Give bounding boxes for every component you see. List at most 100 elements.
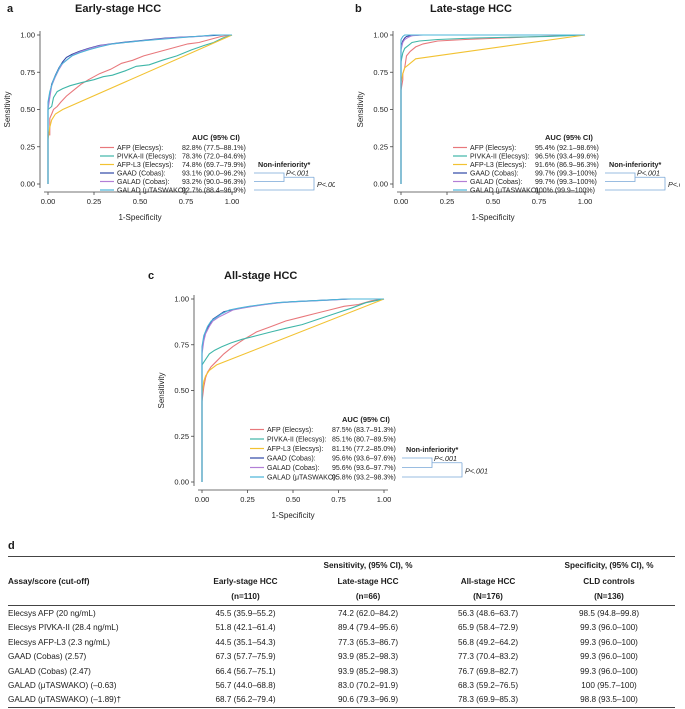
table-header-n-row: (n=110) (n=66) (N=176) (N=136) bbox=[8, 588, 675, 607]
x-tick-label: 0.00 bbox=[195, 495, 210, 504]
cell-cld: 100 (95.7–100) bbox=[581, 681, 637, 691]
roc-curve bbox=[400, 34, 586, 184]
legend-label: GALAD (Cobas): bbox=[117, 179, 170, 186]
header-spacer bbox=[8, 556, 188, 574]
bracket-inner bbox=[605, 172, 636, 182]
legend-auc: 96.5% (93.4–99.6%) bbox=[535, 154, 599, 161]
legend-label: PIVKA-II (Elecsys): bbox=[267, 437, 327, 444]
x-tick-label: 0.50 bbox=[486, 197, 501, 206]
panel-title-all: All-stage HCC bbox=[224, 270, 298, 282]
y-tick-label: 1.00 bbox=[373, 31, 388, 40]
x-tick-label: 0.75 bbox=[532, 197, 547, 206]
legend-label: GAAD (Cobas): bbox=[267, 456, 316, 463]
header-n-spacer bbox=[8, 588, 188, 607]
legend-auc: 93.2% (90.0–96.3%) bbox=[182, 179, 246, 186]
noninferiority-label: Non-inferiority* bbox=[406, 445, 459, 454]
legend-label: GALAD (Cobas): bbox=[267, 465, 320, 472]
header-spacer bbox=[188, 556, 303, 574]
x-tick-label: 0.00 bbox=[41, 197, 56, 206]
panel-letter-b: b bbox=[355, 3, 362, 15]
x-tick-label: 0.25 bbox=[440, 197, 455, 206]
cell-cld: 98.8 (93.5–100) bbox=[543, 692, 675, 709]
legend-auc: 93.1% (90.0–96.2%) bbox=[182, 171, 246, 178]
bracket-outer bbox=[402, 462, 463, 478]
header-assay: Assay/score (cut-off) bbox=[8, 576, 90, 586]
x-tick-label: 0.75 bbox=[179, 197, 194, 206]
cell-assay: GALAD (μTASWAKO) (–1.89)† bbox=[8, 692, 188, 709]
cell-early: 68.7 (56.2–79.4) bbox=[188, 692, 303, 709]
cell-all: 56.3 (48.6–63.7) bbox=[457, 609, 519, 619]
noninferiority-label: Non-inferiority* bbox=[609, 160, 662, 169]
cell-all: 68.3 (59.2–76.5) bbox=[457, 681, 519, 691]
x-tick-label: 1.00 bbox=[578, 197, 593, 206]
legend-auc: 99.7% (99.3–100%) bbox=[535, 171, 597, 178]
table-header-group-row: Sensitivity, (95% CI), % Specificity, (9… bbox=[8, 556, 675, 574]
legend-label: AFP (Elecsys): bbox=[470, 145, 516, 152]
table-header-row: Assay/score (cut-off) Early-stage HCC La… bbox=[8, 574, 675, 588]
header-n-late: (n=66) bbox=[303, 588, 433, 607]
cell-all: 56.8 (49.2–64.2) bbox=[457, 637, 519, 647]
cell-late: 93.9 (85.2–98.3) bbox=[337, 666, 399, 676]
header-n-all: (N=176) bbox=[433, 588, 543, 607]
legend-auc: 78.3% (72.0–84.6%) bbox=[182, 154, 246, 161]
cell-all: 77.3 (70.4–83.2) bbox=[457, 652, 519, 662]
legend-auc: 74.8% (69.7–79.9%) bbox=[182, 162, 246, 169]
legend-label: GALAD (μTASWAKO): bbox=[470, 188, 541, 195]
p-value-outer: P<.001 bbox=[317, 180, 335, 189]
roc-curve bbox=[400, 34, 586, 184]
roc-curve bbox=[201, 298, 385, 482]
x-tick-label: 0.00 bbox=[394, 197, 409, 206]
y-axis-label: Sensitivity bbox=[3, 91, 12, 127]
noninferiority-label: Non-inferiority* bbox=[258, 160, 311, 169]
legend-auc: 81.1% (77.2–85.0%) bbox=[332, 446, 396, 453]
performance-table-area: d Sensitivity, (95% CI), % Specificity, … bbox=[8, 540, 678, 709]
header-late: Late-stage HCC bbox=[337, 576, 399, 586]
roc-curve bbox=[47, 34, 233, 184]
cell-early: 67.3 (57.7–75.9) bbox=[215, 652, 276, 662]
legend-label: AFP (Elecsys): bbox=[267, 427, 313, 434]
panel-letter-a: a bbox=[7, 3, 14, 15]
panel-letter-d: d bbox=[8, 540, 15, 552]
legend-auc: 95.6% (93.6–97.6%) bbox=[332, 456, 396, 463]
x-tick-label: 1.00 bbox=[377, 495, 392, 504]
legend-auc: 95.4% (92.1–98.6%) bbox=[535, 145, 599, 152]
panel-letter-c: c bbox=[148, 270, 155, 282]
y-tick-label: 0.00 bbox=[20, 180, 35, 189]
header-sensitivity: Sensitivity, (95% CI), % bbox=[303, 556, 433, 574]
cell-late: 74.2 (62.0–84.2) bbox=[337, 609, 399, 619]
legend-auc: 87.5% (83.7–91.3%) bbox=[332, 427, 396, 434]
y-tick-label: 0.00 bbox=[174, 478, 189, 487]
cell-early: 51.8 (42.1–61.4) bbox=[215, 623, 276, 633]
cell-late: 83.0 (70.2–91.9) bbox=[337, 681, 399, 691]
y-tick-label: 0.75 bbox=[20, 68, 35, 77]
performance-table: Sensitivity, (95% CI), % Specificity, (9… bbox=[8, 556, 675, 709]
bracket-outer bbox=[254, 177, 315, 191]
legend-auc: 100% (99.9–100%) bbox=[535, 188, 595, 195]
table-row: Elecsys AFP-L3 (2.3 ng/mL) 44.5 (35.1–54… bbox=[8, 635, 675, 649]
panel-title-late: Late-stage HCC bbox=[430, 3, 512, 15]
header-n-early: (n=110) bbox=[188, 588, 303, 607]
legend-label: AFP-L3 (Elecsys): bbox=[267, 446, 323, 453]
table-row: GALAD (μTASWAKO) (–1.89)† 68.7 (56.2–79.… bbox=[8, 692, 675, 709]
legend-auc: 95.6% (93.6–97.7%) bbox=[332, 465, 396, 472]
legend-auc: 91.6% (86.9–96.3%) bbox=[535, 162, 599, 169]
legend-title: AUC (95% CI) bbox=[545, 133, 593, 142]
roc-curve bbox=[201, 298, 385, 482]
cell-all: 78.3 (69.9–85.3) bbox=[433, 692, 543, 709]
p-value-inner: P<.001 bbox=[637, 168, 660, 177]
legend-label: PIVKA-II (Elecsys): bbox=[117, 154, 177, 161]
p-value-inner: P<.001 bbox=[434, 454, 457, 463]
table-row: Elecsys PIVKA-II (28.4 ng/mL) 51.8 (42.1… bbox=[8, 621, 675, 635]
table-row: GALAD (μTASWAKO) (–0.63) 56.7 (44.0–68.8… bbox=[8, 678, 675, 692]
cell-assay: GAAD (Cobas) (2.57) bbox=[8, 652, 87, 662]
cell-cld: 99.3 (96.0–100) bbox=[580, 652, 638, 662]
legend-label: GALAD (μTASWAKO): bbox=[117, 188, 188, 195]
cell-early: 45.5 (35.9–55.2) bbox=[215, 609, 276, 619]
y-tick-label: 0.25 bbox=[373, 142, 388, 151]
y-tick-label: 0.75 bbox=[373, 68, 388, 77]
header-specificity: Specificity, (95% CI), % bbox=[543, 556, 675, 574]
bracket-outer bbox=[605, 177, 666, 191]
y-tick-label: 1.00 bbox=[174, 295, 189, 304]
legend-label: GAAD (Cobas): bbox=[470, 171, 519, 178]
roc-chart-late-stage: 0.00 0.25 0.50 0.75 1.00 0.00 0.25 0.50 0.75 1.00… bbox=[356, 31, 680, 222]
